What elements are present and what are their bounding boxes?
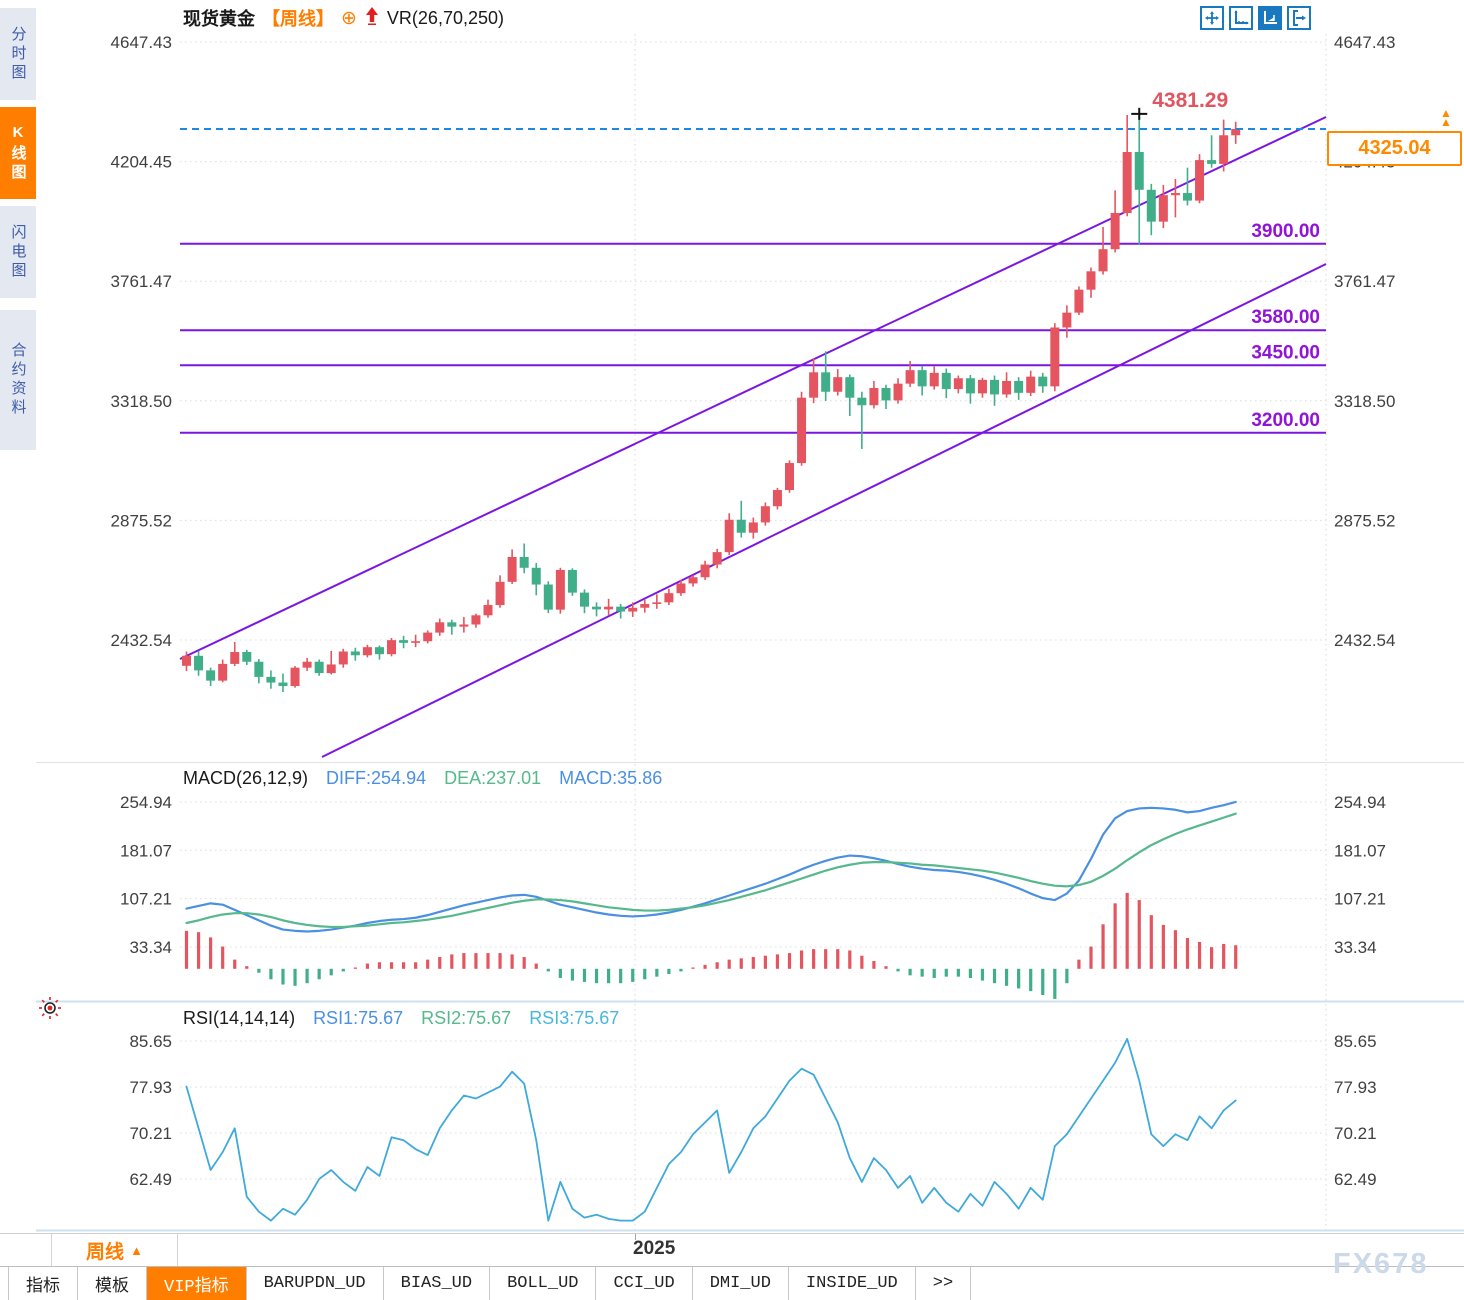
bottom-tab-5[interactable]: BOLL_UD <box>490 1267 597 1300</box>
svg-text:3318.50: 3318.50 <box>1334 392 1395 411</box>
svg-text:4381.29: 4381.29 <box>1152 89 1228 112</box>
svg-text:2875.52: 2875.52 <box>1334 511 1395 530</box>
toolbar-axis-play-icon[interactable] <box>1258 6 1282 30</box>
chart-header: 现货黄金 【周线】 ⊕ VR(26,70,250) <box>183 5 504 31</box>
chart-toolbar <box>1200 6 1311 30</box>
svg-text:77.93: 77.93 <box>1334 1078 1377 1097</box>
svg-text:62.49: 62.49 <box>129 1170 172 1189</box>
svg-text:33.34: 33.34 <box>129 938 172 957</box>
svg-text:2875.52: 2875.52 <box>111 511 172 530</box>
year-tick <box>635 1234 636 1240</box>
rsi-title: RSI(14,14,14) <box>183 1008 296 1028</box>
bottom-tab-6[interactable]: CCI_UD <box>596 1267 693 1300</box>
sidebar-item-1[interactable]: K线图 <box>0 107 36 199</box>
macd-header: MACD(26,12,9) DIFF:254.94 DEA:237.01 MAC… <box>183 768 662 789</box>
toolbar-move-crosshair-icon[interactable] <box>1200 6 1224 30</box>
bottom-tab-2[interactable]: VIP指标 <box>147 1267 247 1300</box>
macd-dea-value: DEA:237.01 <box>444 768 542 788</box>
current-price-value: 4325.04 <box>1358 137 1431 159</box>
svg-text:85.65: 85.65 <box>1334 1032 1377 1051</box>
svg-text:2432.54: 2432.54 <box>1334 631 1395 650</box>
up-arrow-icon <box>364 6 380 31</box>
timeframe-selector[interactable]: 周线 ▲ <box>52 1234 178 1266</box>
timeframe-arrow-icon: ▲ <box>130 1242 143 1258</box>
corner-cell <box>0 1234 52 1266</box>
symbol-name: 现货黄金 <box>183 9 255 29</box>
sidebar-item-2[interactable]: 闪电图 <box>0 206 36 298</box>
svg-text:62.49: 62.49 <box>1334 1170 1377 1189</box>
svg-text:3761.47: 3761.47 <box>1334 272 1395 291</box>
macd-diff-value: DIFF:254.94 <box>326 768 427 788</box>
bottom-tab-7[interactable]: DMI_UD <box>693 1267 789 1300</box>
bottom-tab-9[interactable]: >> <box>916 1267 972 1300</box>
toolbar-axis-scale-icon[interactable] <box>1229 6 1253 30</box>
svg-text:70.21: 70.21 <box>129 1124 172 1143</box>
sun-marker-icon <box>38 996 62 1025</box>
svg-text:107.21: 107.21 <box>1334 890 1386 909</box>
bottom-tab-0[interactable]: 指标 <box>8 1267 78 1300</box>
bottom-tab-1[interactable]: 模板 <box>78 1267 147 1300</box>
sidebar-item-0[interactable]: 分时图 <box>0 8 36 100</box>
vr-indicator-label: VR(26,70,250) <box>386 7 504 28</box>
timeframe-tag: 【周线】 <box>262 9 334 29</box>
add-indicator-icon[interactable]: ⊕ <box>341 7 357 29</box>
timeframe-label: 周线 <box>86 1241 125 1263</box>
rsi1-value: RSI1:75.67 <box>313 1008 404 1028</box>
svg-text:33.34: 33.34 <box>1334 938 1377 957</box>
sidebar-item-3[interactable]: 合约资料 <box>0 310 36 450</box>
svg-text:70.21: 70.21 <box>1334 1124 1377 1143</box>
svg-text:254.94: 254.94 <box>120 793 172 812</box>
svg-text:3200.00: 3200.00 <box>1251 410 1320 431</box>
rsi-header: RSI(14,14,14) RSI1:75.67 RSI2:75.67 RSI3… <box>183 1008 619 1029</box>
svg-text:254.94: 254.94 <box>1334 793 1386 812</box>
watermark: FX678 <box>1333 1248 1429 1280</box>
svg-text:181.07: 181.07 <box>1334 841 1386 860</box>
svg-text:3580.00: 3580.00 <box>1251 307 1320 328</box>
macd-title: MACD(26,12,9) <box>183 768 309 788</box>
indicator-tab-bar: 指标 模板 VIP指标 BARUPDN_UD BIAS_UD BOLL_UD CCI_UD D… <box>0 1266 1464 1300</box>
svg-text:3450.00: 3450.00 <box>1251 342 1320 363</box>
price-up-arrows-icon: ▲ ▲ <box>1440 106 1452 129</box>
timeline-row: 周线 ▲ 2025 <box>0 1233 1464 1266</box>
svg-text:3761.47: 3761.47 <box>111 272 172 291</box>
svg-text:3900.00: 3900.00 <box>1251 221 1320 242</box>
rsi2-value: RSI2:75.67 <box>421 1008 512 1028</box>
macd-macd-value: MACD:35.86 <box>559 768 663 788</box>
bottom-tab-4[interactable]: BIAS_UD <box>384 1267 491 1300</box>
svg-text:4647.43: 4647.43 <box>1334 33 1395 52</box>
svg-text:2432.54: 2432.54 <box>111 631 172 650</box>
svg-text:85.65: 85.65 <box>129 1032 172 1051</box>
rsi3-value: RSI3:75.67 <box>529 1008 620 1028</box>
svg-text:181.07: 181.07 <box>120 841 172 860</box>
bottom-tab-8[interactable]: INSIDE_UD <box>789 1267 916 1300</box>
left-sidebar: 分时图 K线图闪电图合约资料 <box>0 0 36 1230</box>
svg-text:107.21: 107.21 <box>120 890 172 909</box>
bottom-tab-3[interactable]: BARUPDN_UD <box>247 1267 384 1300</box>
svg-text:4204.45: 4204.45 <box>111 153 172 172</box>
svg-text:3318.50: 3318.50 <box>111 392 172 411</box>
current-price-label: 4325.04 <box>1327 131 1462 166</box>
year-label: 2025 <box>633 1238 676 1259</box>
svg-text:77.93: 77.93 <box>129 1078 172 1097</box>
svg-text:4647.43: 4647.43 <box>111 33 172 52</box>
toolbar-exit-right-icon[interactable] <box>1287 6 1311 30</box>
